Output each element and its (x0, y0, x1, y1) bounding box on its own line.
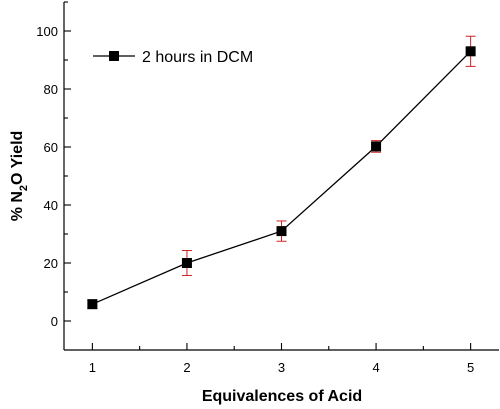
data-point (87, 299, 98, 310)
y-axis-title: % N2O Yield (9, 131, 30, 222)
y-axis-title-prefix: % N (9, 191, 26, 221)
x-tick-label: 3 (278, 360, 285, 375)
legend-label: 2 hours in DCM (142, 49, 253, 66)
x-ticks: 1 2 3 4 5 (89, 343, 474, 375)
y-tick-label: 0 (51, 314, 58, 329)
y-axis-title-suffix: O Yield (9, 131, 26, 185)
y-ticks: 0 20 40 60 80 100 (36, 1, 71, 329)
x-axis-title: Equivalences of Acid (202, 388, 362, 405)
y-tick-label: 80 (44, 82, 58, 97)
data-point (465, 46, 476, 57)
y-tick-label: 40 (44, 198, 58, 213)
legend: 2 hours in DCM (93, 49, 253, 66)
data-point (371, 141, 382, 152)
data-point (181, 258, 192, 268)
series-line (92, 50, 472, 305)
data-point (276, 226, 287, 237)
x-tick-label: 5 (467, 360, 474, 375)
x-tick-label: 2 (183, 360, 190, 375)
y-tick-label: 20 (44, 256, 58, 271)
y-axis-title-subscript: 2 (18, 185, 30, 191)
y-tick-label: 60 (44, 140, 58, 155)
x-tick-label: 4 (372, 360, 379, 375)
x-tick-label: 1 (89, 360, 96, 375)
y-tick-label: 100 (36, 24, 58, 39)
legend-marker (109, 51, 119, 61)
series-layer (87, 35, 476, 310)
